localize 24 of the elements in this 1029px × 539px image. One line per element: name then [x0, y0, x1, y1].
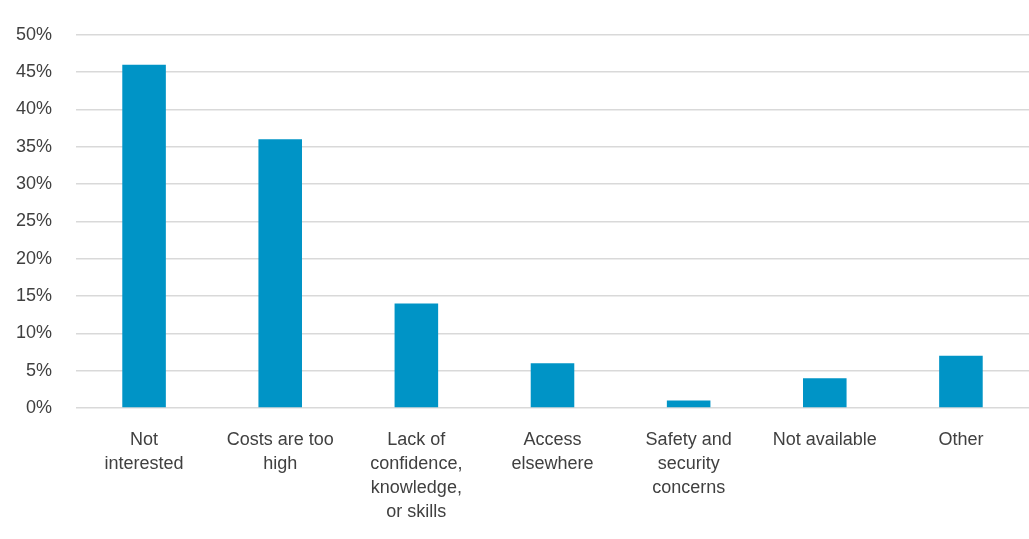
y-tick-label: 50% — [15, 23, 52, 44]
bar — [394, 303, 439, 408]
x-tick-label: Lack of confidence, knowledge, or skills — [370, 428, 463, 521]
y-tick-label: 40% — [15, 98, 52, 119]
y-tick-label: 20% — [15, 247, 52, 268]
x-tick-label: Not available — [772, 428, 877, 449]
x-tick-label: Safety and security concerns — [645, 428, 732, 497]
x-tick-label: Other — [938, 428, 984, 449]
y-tick-label: 45% — [15, 61, 52, 82]
y-tick-label: 5% — [25, 359, 52, 380]
y-tick-label: 15% — [15, 285, 52, 306]
y-tick-label: 30% — [15, 173, 52, 194]
x-tick-label: Not interested — [104, 428, 184, 473]
y-tick-label: 25% — [15, 210, 52, 231]
x-tick-label: Access elsewhere — [511, 428, 594, 473]
bar — [122, 64, 166, 408]
y-tick-label: 10% — [15, 322, 52, 343]
y-tick-label: 35% — [15, 135, 52, 156]
x-tick-label: Costs are too high — [226, 428, 334, 473]
bar — [939, 355, 983, 408]
y-tick-label: 0% — [25, 396, 52, 417]
bar — [530, 363, 575, 408]
bar — [258, 139, 302, 408]
bar — [803, 378, 847, 408]
